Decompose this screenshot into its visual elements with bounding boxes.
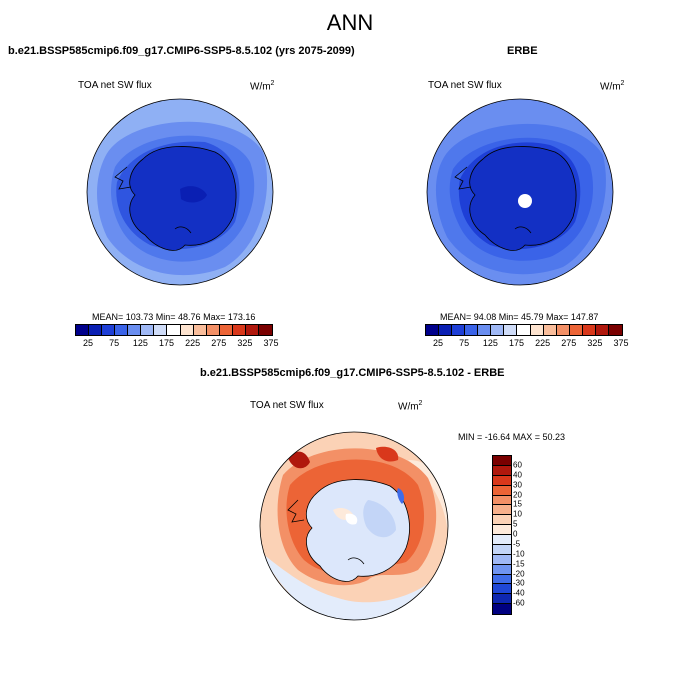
colorbar-swatch xyxy=(608,325,622,335)
colorbar-tick-label: 175 xyxy=(158,338,174,348)
left-panel-title: b.e21.BSSP585cmip6.f09_g17.CMIP6-SSP5-8.… xyxy=(8,45,355,57)
colorbar-swatch xyxy=(493,535,511,545)
colorbar-swatch xyxy=(493,604,511,614)
left-colorbar xyxy=(75,324,273,336)
colorbar-swatch xyxy=(102,325,116,335)
colorbar-swatch xyxy=(141,325,155,335)
colorbar-tick-label: -5 xyxy=(513,539,521,549)
colorbar-swatch xyxy=(465,325,479,335)
colorbar-swatch xyxy=(493,505,511,516)
colorbar-swatch xyxy=(569,325,583,335)
colorbar-swatch xyxy=(556,325,570,335)
colorbar-swatch xyxy=(478,325,492,335)
right-stats: MEAN= 94.08 Min= 45.79 Max= 147.87 xyxy=(440,312,599,322)
figure-title: ANN xyxy=(326,10,374,35)
colorbar-swatch xyxy=(232,325,246,335)
colorbar-swatch xyxy=(582,325,596,335)
colorbar-swatch xyxy=(493,485,511,496)
colorbar-swatch xyxy=(452,325,466,335)
diff-colorbar-ticks: 60 40 30 20 15 10 5 0 -5 -10 -15 -20 -30 -40 -60 xyxy=(513,455,543,613)
colorbar-swatch xyxy=(439,325,453,335)
diff-polar-map xyxy=(259,431,449,621)
colorbar-swatch xyxy=(258,325,272,335)
colorbar-swatch xyxy=(595,325,609,335)
colorbar-swatch xyxy=(543,325,557,335)
diff-var-label: TOA net SW flux xyxy=(250,400,324,411)
colorbar-swatch xyxy=(154,325,168,335)
colorbar-tick-label: 325 xyxy=(587,338,603,348)
left-units: W/m2 xyxy=(250,80,275,93)
right-colorbar xyxy=(425,324,623,336)
colorbar-swatch xyxy=(493,544,511,555)
colorbar-swatch xyxy=(206,325,220,335)
colorbar-swatch xyxy=(493,465,511,476)
colorbar-tick-label: 125 xyxy=(482,338,498,348)
diff-stats: MIN = -16.64 MAX = 50.23 xyxy=(458,432,566,442)
colorbar-swatch xyxy=(493,525,511,535)
colorbar-tick-label: 5 xyxy=(513,519,518,529)
colorbar-swatch xyxy=(493,574,511,585)
colorbar-swatch xyxy=(76,325,90,335)
colorbar-swatch xyxy=(493,564,511,575)
right-units: W/m2 xyxy=(600,80,625,93)
colorbar-swatch xyxy=(180,325,194,335)
colorbar-tick-label: -30 xyxy=(513,578,525,588)
left-var-label: TOA net SW flux xyxy=(78,80,152,91)
colorbar-tick-label: 175 xyxy=(508,338,524,348)
colorbar-tick-label: 20 xyxy=(513,490,522,499)
colorbar-tick-label: 0 xyxy=(513,529,518,539)
colorbar-swatch xyxy=(245,325,259,335)
colorbar-tick-label: 225 xyxy=(185,338,201,348)
colorbar-tick-label: 60 xyxy=(513,460,522,470)
colorbar-tick-label: 75 xyxy=(459,338,470,348)
left-polar-map xyxy=(86,98,274,286)
diff-colorbar xyxy=(492,455,512,615)
diff-units: W/m2 xyxy=(398,400,423,413)
colorbar-tick-label: 40 xyxy=(513,470,522,480)
colorbar-tick-label: -60 xyxy=(513,598,525,608)
colorbar-swatch xyxy=(167,325,181,335)
colorbar-swatch xyxy=(530,325,544,335)
right-panel-title: ERBE xyxy=(507,45,538,57)
colorbar-tick-label: -40 xyxy=(513,588,525,598)
left-colorbar-ticks: 25 75 125 175 225 275 325 375 xyxy=(75,338,278,350)
colorbar-swatch xyxy=(493,594,511,605)
colorbar-tick-label: 225 xyxy=(535,338,551,348)
colorbar-swatch xyxy=(493,456,511,466)
colorbar-swatch xyxy=(491,325,505,335)
colorbar-swatch xyxy=(219,325,233,335)
colorbar-tick-label: 25 xyxy=(83,338,94,348)
right-colorbar-ticks: 25 75 125 175 225 275 325 375 xyxy=(425,338,628,350)
colorbar-swatch xyxy=(128,325,142,335)
left-stats: MEAN= 103.73 Min= 48.76 Max= 173.16 xyxy=(92,312,256,322)
colorbar-tick-label: -15 xyxy=(513,559,525,569)
colorbar-tick-label: 75 xyxy=(109,338,120,348)
colorbar-tick-label: 15 xyxy=(513,499,522,509)
colorbar-tick-label: 375 xyxy=(263,338,279,348)
colorbar-swatch xyxy=(115,325,129,335)
colorbar-swatch xyxy=(504,325,518,335)
right-var-label: TOA net SW flux xyxy=(428,80,502,91)
colorbar-tick-label: 375 xyxy=(613,338,629,348)
diff-panel-title: b.e21.BSSP585cmip6.f09_g17.CMIP6-SSP5-8.… xyxy=(200,367,505,379)
colorbar-tick-label: 275 xyxy=(561,338,577,348)
right-polar-map xyxy=(426,98,614,286)
colorbar-tick-label: 325 xyxy=(237,338,253,348)
colorbar-swatch xyxy=(493,554,511,565)
colorbar-tick-label: 125 xyxy=(132,338,148,348)
colorbar-swatch xyxy=(493,495,511,506)
colorbar-swatch xyxy=(193,325,207,335)
colorbar-tick-label: -20 xyxy=(513,569,525,578)
colorbar-tick-label: 25 xyxy=(433,338,444,348)
colorbar-tick-label: 10 xyxy=(513,509,522,519)
colorbar-tick-label: 275 xyxy=(211,338,227,348)
colorbar-swatch xyxy=(493,475,511,486)
colorbar-swatch xyxy=(517,325,531,335)
colorbar-swatch xyxy=(493,515,511,526)
colorbar-swatch xyxy=(493,584,511,595)
colorbar-swatch xyxy=(89,325,103,335)
colorbar-tick-label: 30 xyxy=(513,480,522,490)
colorbar-tick-label: -10 xyxy=(513,549,525,559)
colorbar-swatch xyxy=(426,325,440,335)
